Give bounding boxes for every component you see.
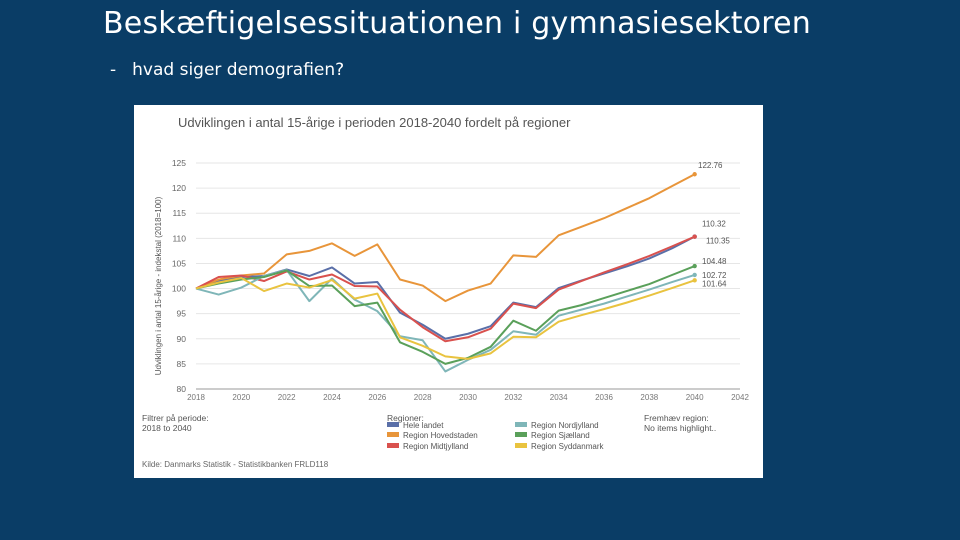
y-tick-label: 110 [172,233,186,243]
series-end-point-2 [692,234,697,239]
subtitle-row: - hvad siger demografien? [110,60,344,80]
legend-swatch-1 [387,432,399,437]
y-tick-label: 100 [172,284,186,294]
y-axis-label: Udviklingen i antal 15-årige - indekstal… [154,196,163,375]
y-tick-label: 105 [172,258,186,268]
x-tick-label: 2028 [414,393,432,402]
end-value-label: 110.35 [706,237,730,246]
x-tick-label: 2030 [459,393,477,402]
series-line-1 [195,173,696,303]
x-tick-label: 2042 [731,393,749,402]
end-value-label: 102.72 [702,271,727,280]
legend-item-label: Region Midtjylland [403,442,468,451]
series-end-point-5 [692,278,697,283]
legend-swatch-0 [387,422,399,427]
y-tick-label: 120 [172,183,186,193]
legend-title: Regioner: [387,413,424,423]
chart-figure: Udviklingen i antal 15-årige i perioden … [134,105,763,478]
series-end-point-1 [692,172,697,177]
x-tick-label: 2032 [504,393,522,402]
x-tick-label: 2020 [232,393,250,402]
highlight-value: No items highlight.. [644,423,716,433]
series-end-point-3 [692,272,697,278]
end-value-label: 101.64 [702,279,727,288]
legend-item-label: Region Sjælland [531,431,590,440]
series-line-5 [195,277,695,360]
y-tick-label: 90 [177,334,187,344]
y-tick-label: 125 [172,158,186,168]
bullet-dash: - [110,60,117,80]
chart-title: Udviklingen i antal 15-årige i perioden … [178,115,571,130]
source-note: Kilde: Danmarks Statistik - Statistikban… [142,460,329,469]
legend-item-label: Hele landet [403,421,444,430]
x-tick-label: 2018 [187,393,205,402]
end-value-label: 122.76 [698,161,723,170]
y-tick-label: 115 [172,208,186,218]
legend-item-label: Region Hovedstaden [403,431,478,440]
legend-item-label: Region Nordjylland [531,421,599,430]
x-tick-label: 2024 [323,393,341,402]
legend-swatch-5 [515,443,527,448]
y-tick-label: 95 [177,309,187,319]
slide-title: Beskæftigelsessituationen i gymnasiesekt… [103,6,812,41]
x-tick-label: 2022 [278,393,296,402]
y-tick-label: 85 [177,359,187,369]
legend-swatch-2 [387,443,399,448]
x-tick-label: 2038 [640,393,658,402]
series-line-4 [195,265,696,365]
filter-label: Filtrer på periode: [142,413,209,423]
x-tick-label: 2036 [595,393,613,402]
line-chart: Udviklingen i antal 15-årige i perioden … [142,115,749,469]
highlight-title: Fremhæv region: [644,413,709,423]
end-value-label: 104.48 [702,257,727,266]
end-value-label: 110.32 [702,220,726,229]
slide-subtitle: hvad siger demografien? [132,60,345,80]
x-tick-label: 2034 [550,393,568,402]
series-line-0 [195,235,696,340]
x-tick-label: 2040 [686,393,704,402]
series-line-2 [195,235,696,343]
legend-swatch-3 [515,422,527,427]
legend-item-label: Region Syddanmark [531,442,604,451]
x-tick-label: 2026 [368,393,386,402]
series-end-point-4 [692,263,697,269]
y-tick-label: 80 [177,384,187,394]
filter-value: 2018 to 2040 [142,423,192,433]
legend-swatch-4 [515,432,527,437]
